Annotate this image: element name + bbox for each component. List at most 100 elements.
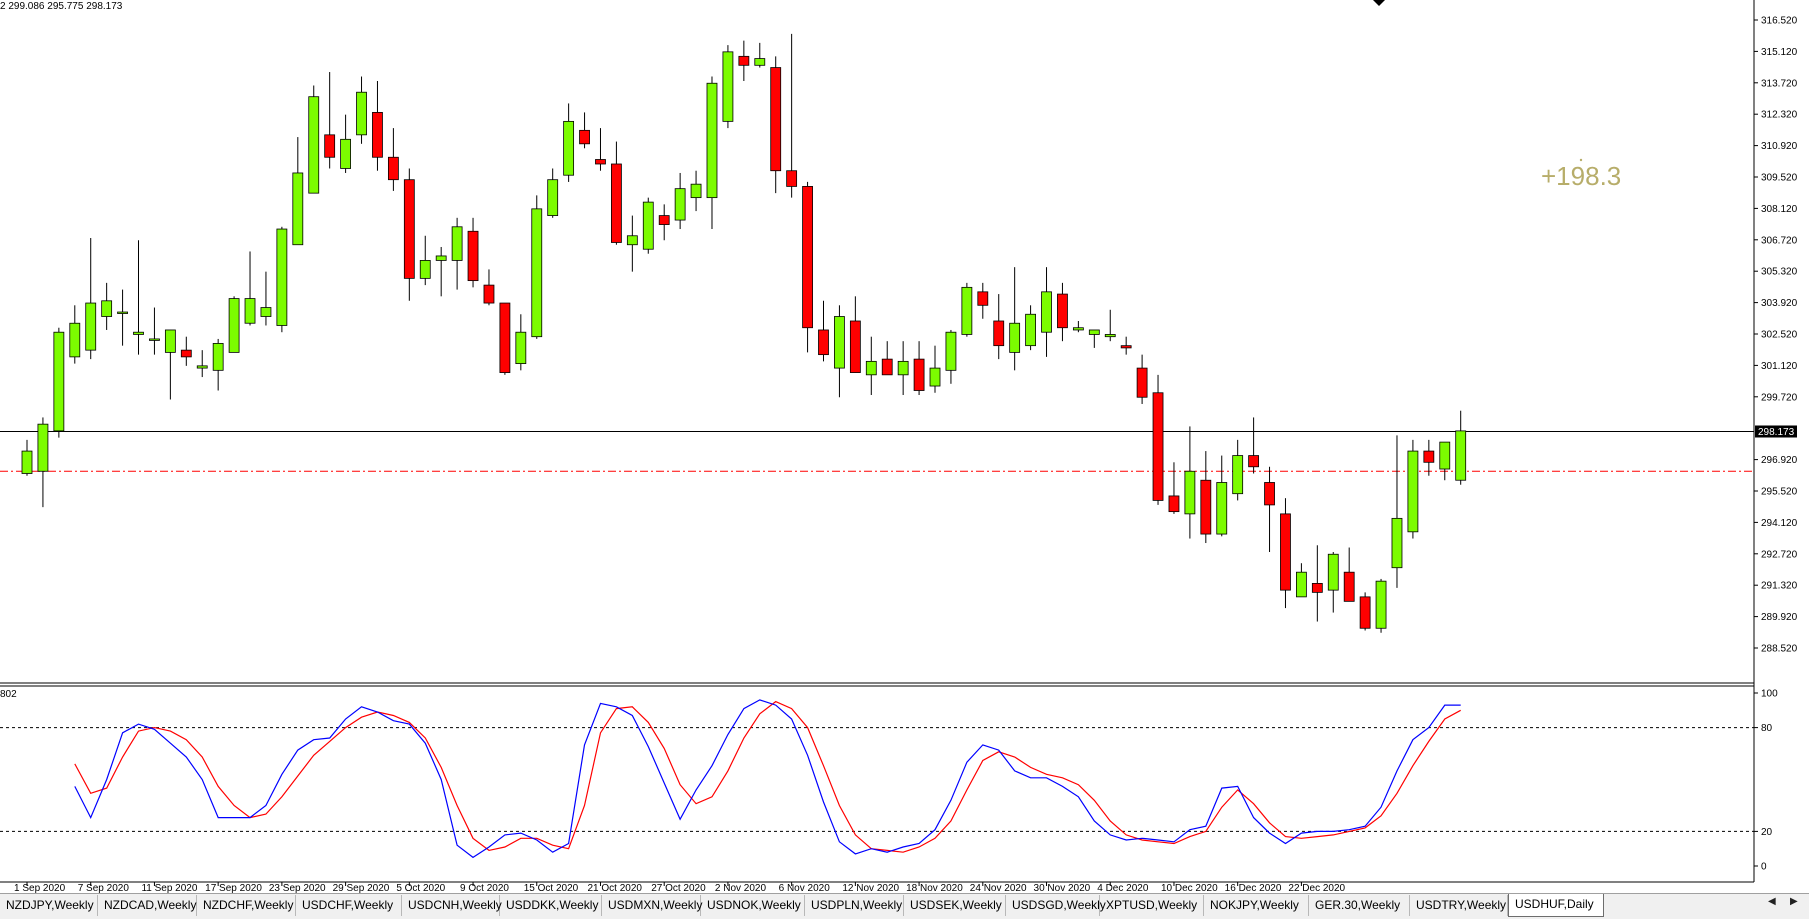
candle-body [1168, 495, 1180, 513]
candle-body [1104, 334, 1116, 338]
symbol-tab[interactable]: NZDJPY,Weekly [0, 895, 98, 916]
candle-body [1200, 479, 1212, 535]
candle-body [260, 307, 272, 317]
candle-body [818, 329, 829, 356]
candle-body [722, 51, 734, 122]
price-tick-label: 289.920 [1761, 612, 1798, 623]
candle-body [228, 298, 240, 353]
candle-body [85, 302, 97, 351]
candle-body [626, 235, 638, 246]
candle-body [802, 186, 813, 329]
candle-body [961, 286, 973, 335]
candle-body [1407, 450, 1419, 533]
symbol-tab[interactable]: USDCNH,Weekly [402, 895, 502, 916]
candle-body [372, 112, 383, 158]
candle-body [164, 329, 176, 353]
time-tick-label: 30 Nov 2020 [1034, 883, 1091, 893]
candle-body [101, 300, 113, 317]
candle-body [419, 260, 431, 279]
symbol-tab[interactable]: USDCHF,Weekly [296, 895, 402, 916]
symbol-tab[interactable]: XPTUSD,Weekly [1100, 895, 1204, 916]
price-tick-label: 313.720 [1761, 78, 1798, 89]
candle-body [770, 67, 782, 172]
candle-body [897, 360, 909, 376]
time-tick-label: 12 Nov 2020 [842, 883, 899, 893]
candle-body [196, 365, 208, 369]
candle-body [1072, 327, 1084, 331]
symbol-tab[interactable]: NZDCAD,Weekly [98, 895, 197, 916]
candle-body [1343, 571, 1355, 602]
symbol-tab[interactable]: USDSGD,Weekly [1006, 895, 1106, 916]
candle-body [977, 291, 989, 306]
time-tick-label: 15 Oct 2020 [524, 883, 579, 893]
candle-body [1025, 313, 1036, 347]
time-tick-label: 21 Oct 2020 [587, 883, 642, 893]
time-tick-label: 4 Dec 2020 [1097, 883, 1149, 893]
candle-body [149, 338, 160, 341]
candle-body [1439, 441, 1451, 470]
price-tick-label: 312.320 [1761, 110, 1798, 121]
candle-body [1184, 470, 1196, 515]
oscillator-tick-label: 0 [1761, 862, 1767, 873]
candle-body [1359, 596, 1371, 629]
candle-body [1136, 367, 1148, 398]
symbol-tab[interactable]: USDTRY,Weekly [1410, 895, 1508, 916]
time-tick-label: 23 Sep 2020 [269, 883, 326, 893]
candle-body [1375, 580, 1387, 629]
candle-body [499, 302, 511, 373]
time-tick-label: 9 Oct 2020 [460, 883, 509, 893]
oscillator-label: 802 [0, 689, 17, 700]
price-tick-label: 316.520 [1761, 16, 1798, 27]
time-tick-label: 27 Oct 2020 [651, 883, 706, 893]
symbol-tab[interactable]: USDSEK,Weekly [904, 895, 1006, 916]
candle-body [611, 163, 622, 243]
price-tick-label: 291.320 [1761, 581, 1798, 592]
candle-body [1232, 455, 1244, 495]
time-tick-label: 10 Dec 2020 [1161, 883, 1218, 893]
candle-body [674, 188, 686, 221]
candle-body [1296, 571, 1307, 598]
price-tick-label: 299.720 [1761, 392, 1798, 403]
candle-body [945, 331, 957, 371]
time-tick-label: 7 Sep 2020 [78, 883, 130, 893]
price-tick-label: 301.120 [1761, 361, 1798, 372]
candle-body [1391, 517, 1403, 569]
symbol-tab[interactable]: NOKJPY,Weekly [1204, 895, 1309, 916]
symbol-tab-bar: NZDJPY,Weekly NZDCAD,Weekly NZDCHF,Weekly U… [0, 893, 1809, 919]
right-arrow-icon[interactable]: ▶ [1790, 896, 1798, 907]
candle-body [834, 316, 845, 369]
candle-body [547, 179, 559, 216]
symbol-tab[interactable]: USDDKK,Weekly [500, 895, 602, 916]
price-tick-label: 310.920 [1761, 141, 1798, 152]
price-tick-label: 302.520 [1761, 330, 1798, 341]
candles-group [21, 33, 1467, 633]
symbol-tab[interactable]: USDNOK,Weekly [701, 895, 805, 916]
candle-body [324, 134, 336, 158]
symbol-tab[interactable]: USDHUF,Daily [1508, 894, 1604, 917]
candle-body [1280, 513, 1291, 591]
symbol-tab[interactable]: USDMXN,Weekly [602, 895, 702, 916]
oscillator-main-line [74, 699, 1461, 859]
candle-body [786, 170, 798, 187]
candle-body [642, 201, 654, 250]
symbol-tab[interactable]: NZDCHF,Weekly [197, 895, 296, 916]
candle-body [1009, 322, 1021, 353]
left-arrow-icon[interactable]: ◀ [1768, 896, 1776, 907]
candle-body [483, 284, 495, 304]
price-tick-label: 303.920 [1761, 298, 1798, 309]
candle-body [180, 349, 192, 358]
candle-body [1088, 329, 1100, 335]
candle-body [451, 226, 463, 261]
chart-canvas: 316.520 315.120 313.720 312.320 310.920 309.5… [0, 0, 1798, 893]
candle-body [658, 215, 670, 225]
price-tick-label: 306.720 [1761, 235, 1798, 246]
symbol-tab[interactable]: USDPLN,Weekly [805, 895, 904, 916]
price-tick-label: 315.120 [1761, 47, 1798, 58]
candle-body [881, 358, 893, 376]
candle-body [133, 331, 144, 335]
price-tick-label: 309.520 [1761, 173, 1798, 184]
price-tick-label: 295.520 [1761, 487, 1798, 498]
ohlc-readout: 2 299.086 295.775 298.173 [0, 1, 123, 12]
symbol-tab[interactable]: GER.30,Weekly [1309, 895, 1410, 916]
candle-body [1120, 345, 1132, 349]
